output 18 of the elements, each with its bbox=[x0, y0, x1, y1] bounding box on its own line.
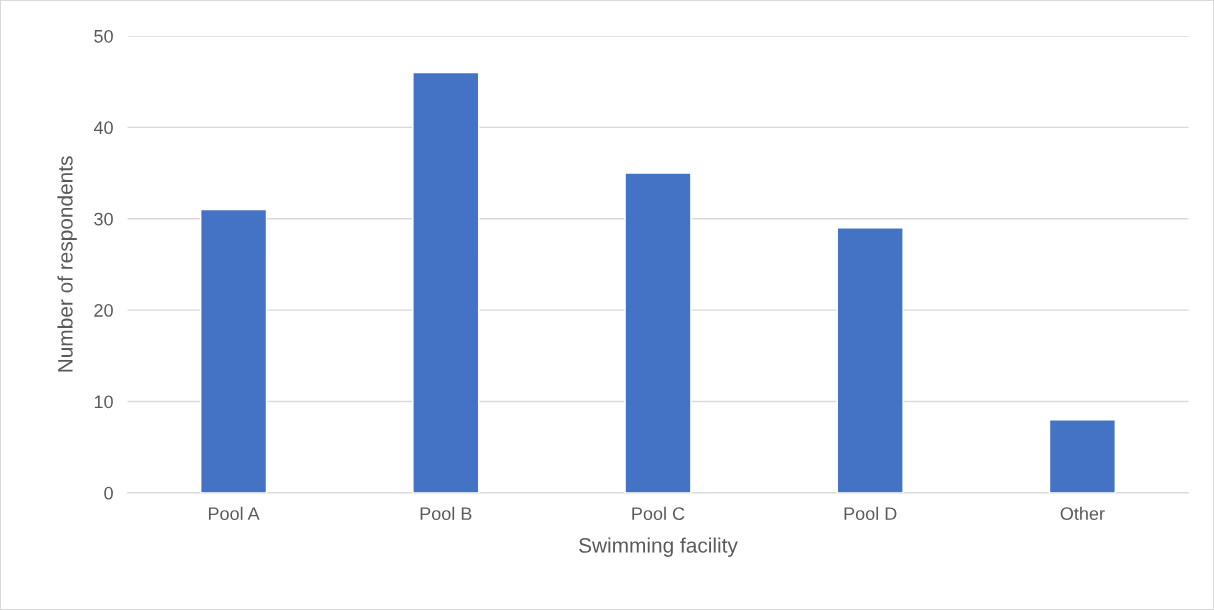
y-tick-label: 0 bbox=[104, 486, 113, 500]
x-axis-title: Swimming facility bbox=[579, 537, 738, 557]
y-axis-title: Number of respondents bbox=[57, 156, 77, 372]
bar bbox=[1048, 419, 1116, 493]
bar bbox=[836, 227, 904, 493]
y-tick-label: 40 bbox=[93, 121, 113, 135]
y-tick-label: 10 bbox=[94, 395, 113, 409]
y-tick-label: 50 bbox=[94, 29, 113, 43]
x-tick-label: Pool B bbox=[420, 506, 472, 521]
x-tick-label: Pool A bbox=[208, 506, 260, 521]
bar bbox=[412, 71, 480, 493]
x-tick-label: Pool D bbox=[844, 506, 897, 521]
x-tick-label: Other bbox=[1060, 506, 1105, 521]
x-tick-label: Pool C bbox=[632, 506, 685, 521]
y-tick-label: 20 bbox=[94, 304, 113, 317]
y-tick-label: 30 bbox=[94, 212, 113, 226]
bar bbox=[199, 208, 268, 493]
bar bbox=[624, 172, 692, 493]
